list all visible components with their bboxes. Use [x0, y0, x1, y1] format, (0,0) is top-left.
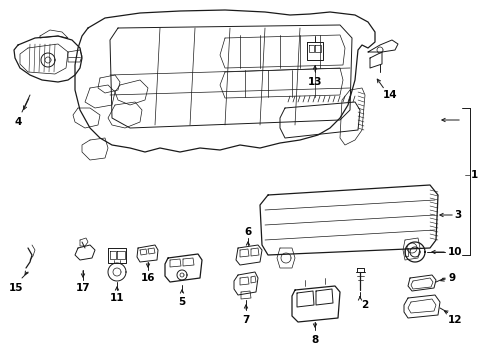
Text: 8: 8 [311, 335, 318, 345]
Text: 1: 1 [470, 170, 478, 180]
Text: 13: 13 [308, 77, 322, 87]
Text: 10: 10 [448, 247, 462, 257]
Text: 9: 9 [448, 273, 456, 283]
Text: 4: 4 [14, 117, 22, 127]
Text: 2: 2 [362, 300, 368, 310]
Text: 14: 14 [383, 90, 397, 100]
Text: 12: 12 [448, 315, 462, 325]
Text: 17: 17 [75, 283, 90, 293]
Text: 3: 3 [454, 210, 462, 220]
Text: 16: 16 [141, 273, 155, 283]
Text: 6: 6 [245, 227, 252, 237]
Text: 11: 11 [110, 293, 124, 303]
Text: 5: 5 [178, 297, 186, 307]
Text: 15: 15 [9, 283, 23, 293]
Text: 7: 7 [243, 315, 250, 325]
